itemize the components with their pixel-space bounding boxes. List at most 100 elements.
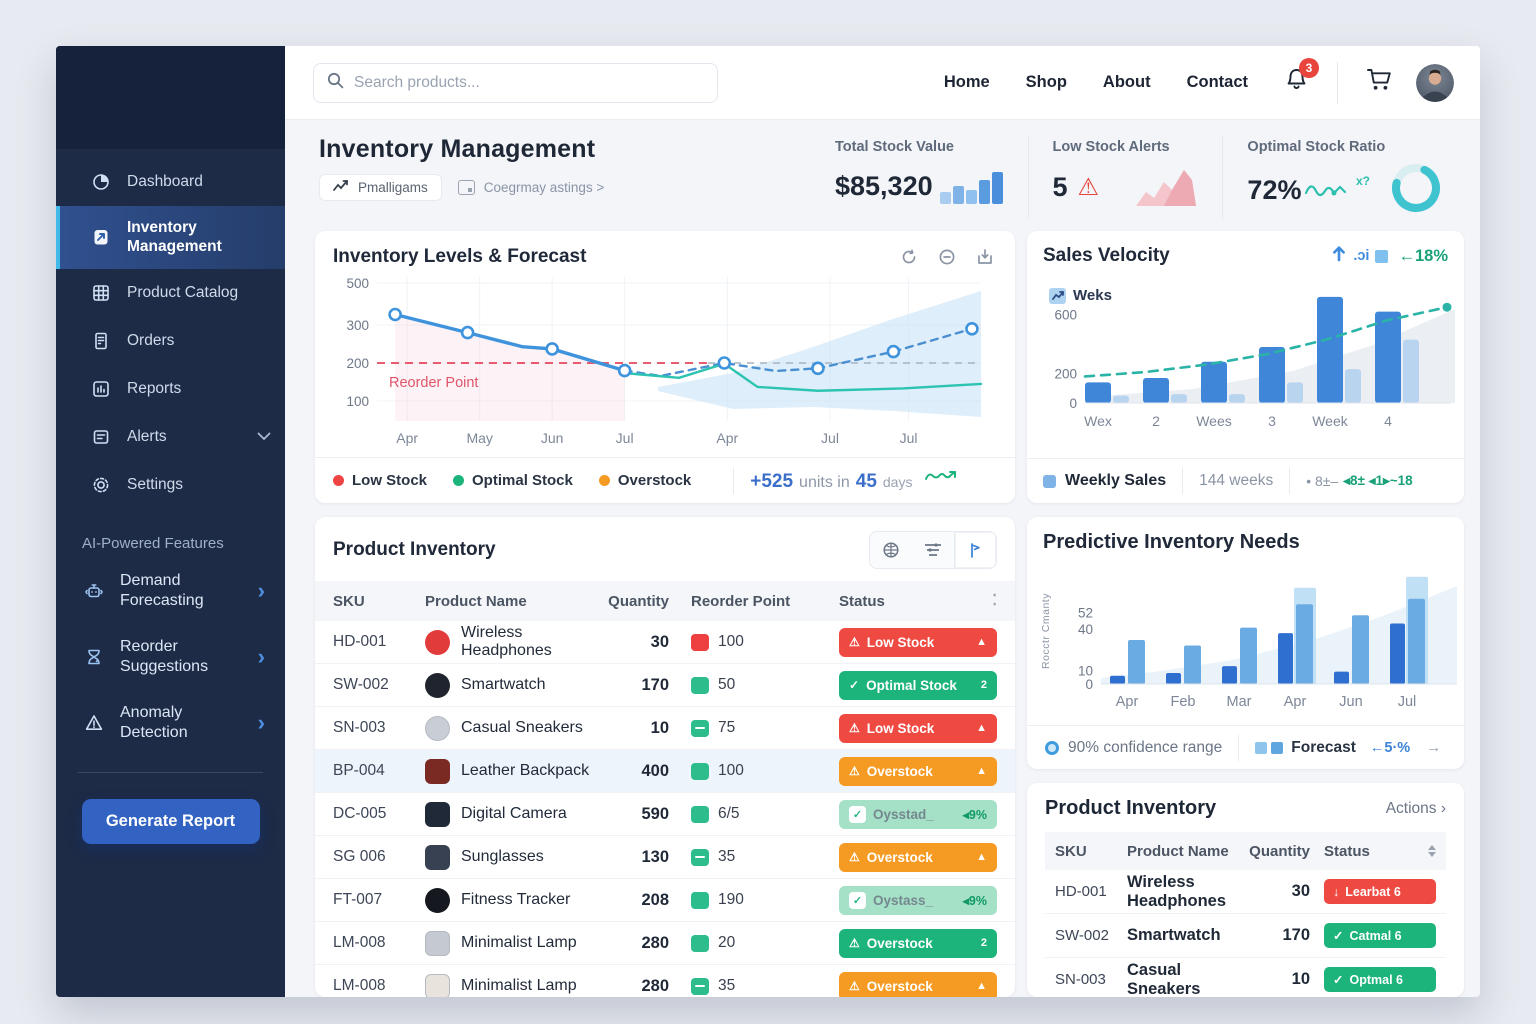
top-nav: Home Shop About Contact (944, 73, 1248, 92)
nav-link-contact[interactable]: Contact (1186, 73, 1248, 91)
minus-circle-icon[interactable] (935, 245, 959, 269)
status-badge[interactable]: ⚠ Overstock ▲ (839, 971, 997, 997)
nav-link-home[interactable]: Home (943, 73, 990, 91)
status-label: Low Stock (866, 720, 935, 736)
cart-button[interactable] (1366, 67, 1394, 98)
sidebar-item-settings[interactable]: Settings (56, 461, 285, 509)
check-icon: ✓ (1333, 973, 1344, 987)
sidebar-item-inventory-management[interactable]: Inventory Management (56, 206, 285, 269)
nav-link-shop[interactable]: Shop (1025, 73, 1067, 91)
table-row[interactable]: SN-003 Casual Sneakers 10 75 ⚠ Low Stock ▲ (315, 707, 1015, 750)
sidebar-item-product-catalog[interactable]: Product Catalog (56, 269, 285, 317)
weeks-legend-chip: Weks (1049, 287, 1112, 304)
status-badge[interactable]: ✓ Oystass_ ◂9% (839, 885, 997, 915)
status-badge[interactable]: ⚠ Overstock 2 (839, 928, 997, 958)
mini-status-label: Catmal 6 (1349, 928, 1402, 943)
forecast-pct: ←5·% (1369, 739, 1411, 756)
nav-link-about[interactable]: About (1102, 73, 1151, 91)
status-badge[interactable]: ⚠ Overstock ▲ (839, 842, 997, 872)
mini-column-status[interactable]: Status (1324, 843, 1436, 860)
warning-triangle-icon: ⚠ (1077, 173, 1100, 201)
product-image (425, 930, 450, 956)
column-header-quantity[interactable]: Quantity (608, 592, 669, 610)
reorder-chip-icon (691, 977, 709, 995)
mini-table-row[interactable]: SW-002 Smartwatch 170 ✓ Catmal 6 (1045, 914, 1446, 958)
table-row[interactable]: SW-002 Smartwatch 170 50 ✓ Optimal Stock 2 (315, 664, 1015, 707)
download-icon[interactable] (973, 245, 997, 269)
mini-status-badge[interactable]: ↓ Learbat 6 (1324, 879, 1436, 904)
refresh-icon[interactable] (897, 245, 921, 269)
status-label: Overstock (866, 849, 933, 865)
sales-footer-garble-teal: ◂8± ◂1▸~18 (1343, 473, 1413, 488)
table-row[interactable]: BP-004 Leather Backpack 400 100 ⚠ Overstock ▲ (315, 750, 1015, 793)
right-arrow-icon[interactable]: → (1426, 739, 1442, 756)
sidebar-item-dashboard[interactable]: Dashboard (56, 158, 285, 206)
svg-text:3: 3 (1268, 413, 1276, 429)
table-row[interactable]: LM-008 Minimalist Lamp 280 35 ⚠ Overstock ▲ (315, 965, 1015, 997)
reorder-chip-icon (691, 719, 709, 737)
grid-view-icon[interactable] (870, 532, 912, 568)
breadcrumb-chip-primary[interactable]: Pmalligams (319, 174, 442, 201)
sidebar-item-alerts[interactable]: Alerts (56, 413, 285, 461)
mini-status-badge[interactable]: ✓ Optmal 6 (1324, 967, 1436, 992)
reports-icon (90, 378, 112, 400)
check-icon: ✓ (849, 678, 860, 692)
kebab-menu-icon[interactable]: ⁚ (992, 592, 997, 610)
ai-item-demand-forecasting[interactable]: Demand Forecasting › (56, 558, 285, 624)
table-row[interactable]: HD-001 Wireless Headphones 30 100 ⚠ Low Stock… (315, 621, 1015, 664)
mini-status-badge[interactable]: ✓ Catmal 6 (1324, 923, 1436, 948)
table-row[interactable]: DC-005 Digital Camera 590 6/5 ✓ Oysstad_ ◂9% (315, 793, 1015, 836)
product-name-text: Minimalist Lamp (461, 977, 577, 994)
breadcrumb-chip-secondary[interactable]: Coegrmay astings > (457, 180, 604, 195)
generate-report-button[interactable]: Generate Report (81, 798, 260, 844)
table-row[interactable]: LM-008 Minimalist Lamp 280 20 ⚠ Overstock 2 (315, 922, 1015, 965)
down-arrow-icon: ↓ (1333, 884, 1340, 899)
mini-status-label: Learbat 6 (1345, 884, 1401, 899)
search-box[interactable] (313, 62, 718, 103)
column-header-reorder-point[interactable]: Reorder Point (691, 592, 791, 610)
sort-icon[interactable] (1428, 845, 1436, 857)
status-badge[interactable]: ✓ Optimal Stock 2 (839, 670, 997, 700)
sidebar-item-orders[interactable]: Orders (56, 317, 285, 365)
cell-status: ⚠ Low Stock ▲ (839, 627, 997, 657)
mini-table-row[interactable]: SN-003 Casual Sneakers 10 ✓ Optmal 6 (1045, 958, 1446, 997)
sidebar-item-reports[interactable]: Reports (56, 365, 285, 413)
legend-dot-icon (453, 475, 465, 486)
stat-value: 5 (1052, 172, 1068, 202)
status-label: Low Stock (866, 634, 935, 650)
status-badge[interactable]: ⚠ Overstock ▲ (839, 756, 997, 786)
sidebar-item-label: Dashboard (127, 173, 203, 190)
mini-table-row[interactable]: HD-001 Wireless Headphones 30 ↓ Learbat 6 (1045, 870, 1446, 914)
column-header-product-name[interactable]: Product Name (425, 592, 527, 610)
actions-link[interactable]: Actions › (1385, 799, 1446, 817)
svg-text:Apr: Apr (1284, 694, 1307, 710)
sales-velocity-title: Sales Velocity (1043, 245, 1170, 266)
mini-column-product-name[interactable]: Product Name (1127, 842, 1229, 860)
mini-column-quantity[interactable]: Quantity (1249, 842, 1310, 860)
notifications-button[interactable]: 3 (1284, 58, 1319, 98)
mini-cell-quantity: 10 (1291, 970, 1310, 988)
table-row[interactable]: FT-007 Fitness Tracker 208 190 ✓ Oystass_ ◂9% (315, 879, 1015, 922)
column-header-sku[interactable]: SKU (333, 592, 365, 610)
status-suffix: 2 (980, 679, 987, 691)
mini-column-sku[interactable]: SKU (1055, 842, 1087, 860)
filter-icon[interactable] (912, 532, 954, 568)
product-image (425, 973, 450, 997)
table-body: HD-001 Wireless Headphones 30 100 ⚠ Low Stock… (315, 621, 1015, 997)
table-row[interactable]: SG 006 Sunglasses 130 35 ⚠ Overstock ▲ (315, 836, 1015, 879)
inventory-icon (90, 226, 112, 248)
ai-item-reorder-suggestions[interactable]: Reorder Suggestions › (56, 624, 285, 690)
chevron-right-icon: › (257, 709, 265, 735)
status-badge[interactable]: ✓ Oysstad_ ◂9% (839, 799, 997, 829)
product-image (425, 887, 450, 913)
status-badge[interactable]: ⚠ Low Stock ▲ (839, 627, 997, 657)
ai-item-anomaly-detection[interactable]: Anomaly Detection › (56, 690, 285, 756)
forecast-annotation: +525 units in 45 days (750, 469, 958, 493)
status-badge[interactable]: ⚠ Low Stock ▲ (839, 713, 997, 743)
bell-icon (1284, 69, 1309, 97)
user-avatar[interactable] (1416, 63, 1454, 102)
weekly-sales-swatch (1043, 474, 1056, 488)
column-header-status[interactable]: Status ⁚ (839, 592, 997, 610)
search-input[interactable] (354, 73, 704, 92)
sort-flag-icon[interactable] (954, 532, 996, 568)
